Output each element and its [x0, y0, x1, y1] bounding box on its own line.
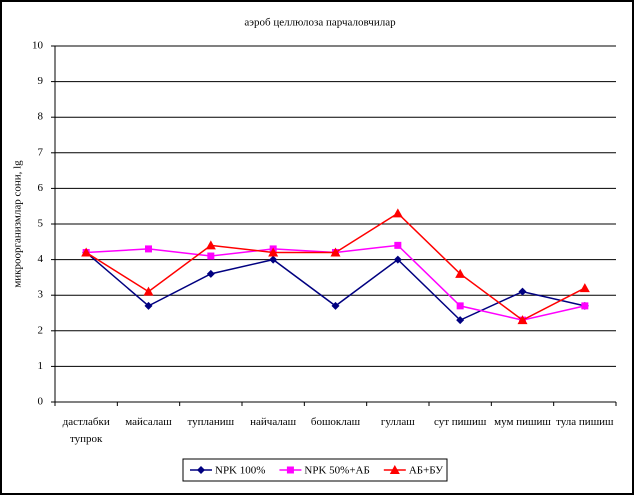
- marker: [330, 247, 341, 257]
- marker: [205, 240, 216, 250]
- marker: [197, 466, 205, 474]
- y-tick-label: 9: [38, 75, 44, 87]
- marker: [579, 283, 590, 293]
- marker: [456, 316, 465, 325]
- marker: [389, 465, 400, 474]
- legend-label: АБ+БУ: [409, 465, 443, 477]
- marker: [286, 466, 294, 474]
- marker: [331, 301, 340, 310]
- marker: [393, 255, 402, 264]
- marker: [581, 302, 589, 310]
- y-tick-label: 6: [38, 182, 44, 194]
- marker: [518, 287, 527, 296]
- marker: [145, 245, 152, 253]
- x-tick-label: сут пишиш: [433, 416, 487, 428]
- marker: [392, 208, 403, 218]
- x-tick-label: гуллаш: [380, 416, 415, 428]
- marker: [269, 255, 278, 264]
- marker: [81, 247, 92, 257]
- marker: [394, 241, 402, 249]
- chart-title: аэроб целлюлоза парчаловчилар: [244, 17, 396, 29]
- marker: [143, 286, 154, 296]
- y-tick-label: 8: [38, 111, 44, 123]
- marker: [144, 301, 153, 310]
- marker: [455, 268, 466, 278]
- y-tick-label: 10: [32, 40, 44, 52]
- marker: [207, 252, 215, 260]
- x-tick-label: найчалаш: [250, 416, 297, 428]
- y-tick-label: 3: [38, 289, 44, 301]
- y-axis-label: микроорганизмлар сони, lg: [12, 160, 24, 288]
- legend-box: [182, 458, 448, 482]
- legend-label: NPK 50%+АБ: [304, 465, 369, 477]
- y-tick-label: 7: [38, 146, 44, 158]
- x-tick-label: дастлабки тупрок: [62, 416, 110, 445]
- x-tick-label: тупланиш: [187, 416, 235, 428]
- marker: [456, 302, 464, 310]
- y-tick-label: 5: [38, 218, 44, 230]
- marker: [206, 269, 215, 278]
- y-tick-label: 0: [38, 396, 44, 408]
- x-tick-label: мум пишиш: [494, 416, 551, 428]
- legend-label: NPK 100%: [215, 465, 265, 477]
- x-tick-label: бошоклаш: [310, 416, 361, 428]
- marker: [517, 315, 528, 325]
- y-tick-label: 2: [38, 324, 44, 336]
- y-tick-label: 1: [38, 360, 44, 372]
- marker: [268, 247, 279, 257]
- x-tick-label: майсалаш: [125, 416, 172, 428]
- y-tick-label: 4: [38, 253, 44, 265]
- x-tick-label: тула пишиш: [556, 416, 614, 428]
